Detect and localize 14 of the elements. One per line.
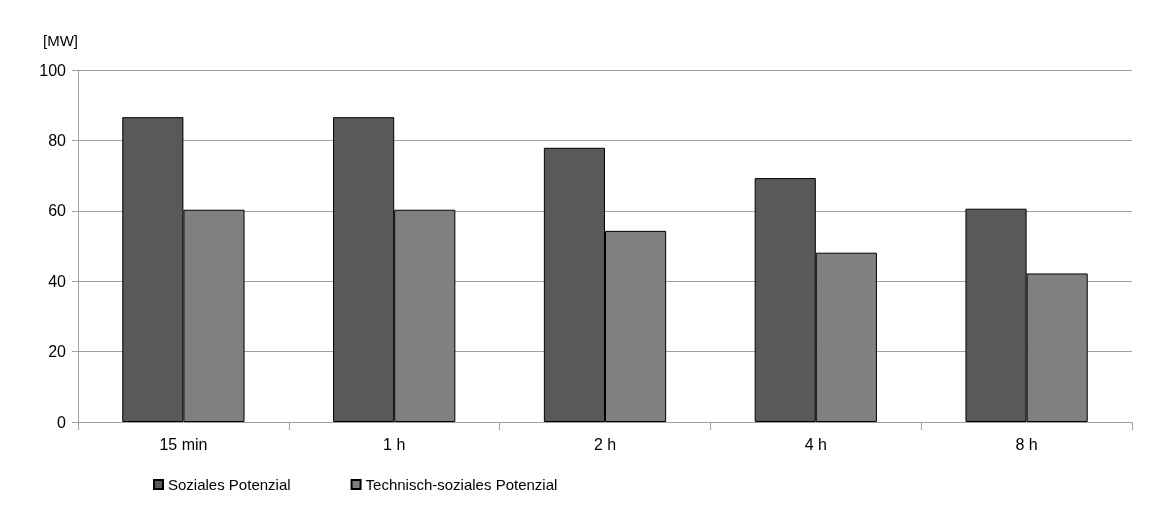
y-tick-label: 0 bbox=[57, 413, 67, 431]
x-tick-label: 8 h bbox=[1015, 435, 1038, 453]
y-tick-label: 100 bbox=[39, 61, 67, 79]
x-tick-label: 15 min bbox=[159, 435, 208, 453]
legend-label: Technisch-soziales Potenzial bbox=[365, 476, 558, 493]
y-tick-label: 80 bbox=[48, 131, 67, 149]
x-tick-label: 4 h bbox=[804, 435, 827, 453]
y-tick-label: 60 bbox=[48, 202, 67, 220]
y-axis-title: [MW] bbox=[43, 32, 78, 49]
y-tick-label: 40 bbox=[48, 272, 67, 290]
y-tick-label: 20 bbox=[48, 343, 67, 361]
legend-label: Soziales Potenzial bbox=[168, 476, 291, 493]
x-tick-label: 1 h bbox=[383, 435, 406, 453]
x-tick-label: 2 h bbox=[593, 435, 617, 453]
